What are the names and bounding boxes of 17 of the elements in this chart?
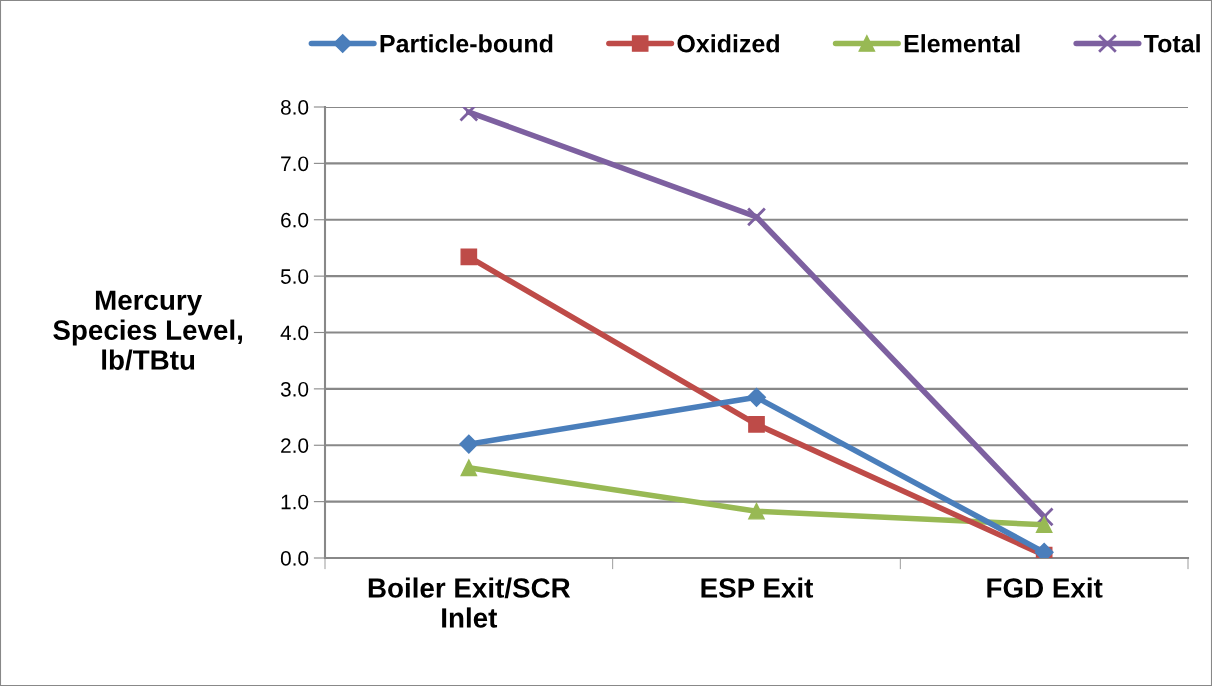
legend-label: Particle-bound <box>380 34 553 53</box>
x-tick-label: FGD Exit <box>987 577 1103 598</box>
y-tick-label: 5.0 <box>280 269 309 284</box>
y-tick-label: 8.0 <box>280 100 309 115</box>
y-tick-label: 7.0 <box>281 156 309 172</box>
x-tick-label: Boiler Exit/SCR Inlet <box>368 577 571 628</box>
y-tick-label: 1.0 <box>281 494 309 510</box>
x-tick-label: ESP Exit <box>701 577 814 598</box>
legend-label: Total <box>1143 34 1200 53</box>
y-tick-label: 0.0 <box>280 551 309 566</box>
y-tick-label: 6.0 <box>281 212 309 228</box>
y-tick-label: 4.0 <box>280 325 309 341</box>
y-tick-label: 2.0 <box>281 438 309 453</box>
y-tick-label: 3.0 <box>280 381 309 397</box>
legend-label: Elemental <box>904 34 1020 53</box>
legend-label: Oxidized <box>677 34 779 53</box>
y-axis-title: Mercury Species Level, lb/TBtu <box>53 290 243 371</box>
